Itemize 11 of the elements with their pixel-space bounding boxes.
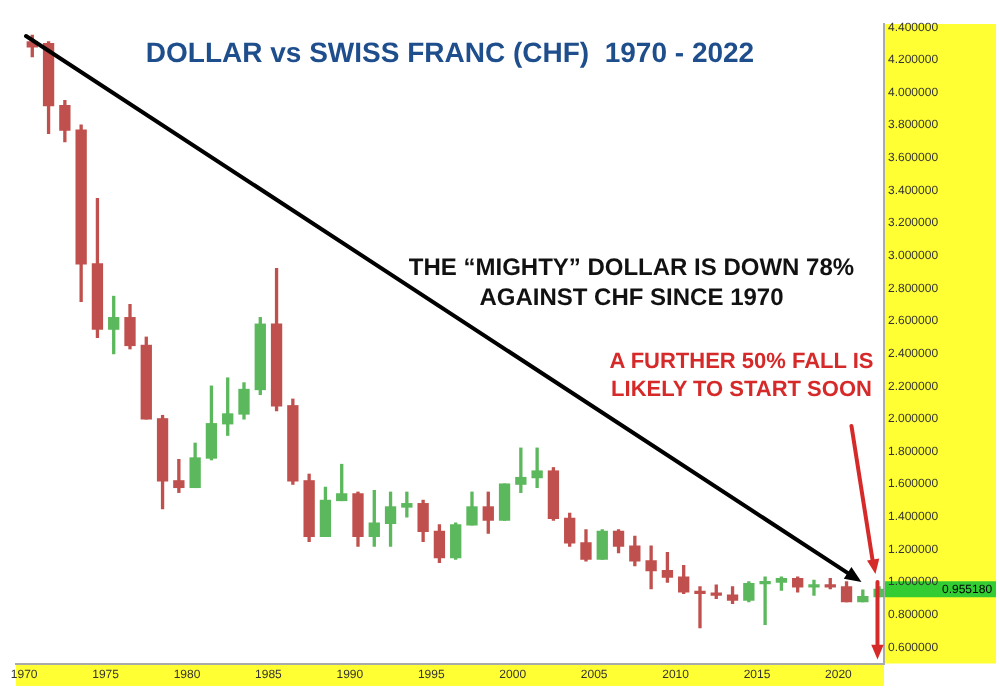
annotation: THE “MIGHTY” DOLLAR IS DOWN 78% AGAINST CHF SINCE 1970 (408, 252, 855, 311)
candlestick (531, 447, 543, 489)
text: DOLLAR vs SWISS FRANC (CHF) 1970 - 2022 (145, 35, 755, 68)
annotation: A FURTHER 50% FALL IS LIKELY TO START SOON (609, 350, 874, 403)
candlestick (694, 586, 706, 629)
candlestick (401, 491, 413, 518)
candlestick (759, 576, 771, 626)
candlestick (173, 458, 185, 493)
candlestick (645, 545, 657, 590)
candlestick (808, 579, 820, 596)
candlestick (515, 447, 527, 493)
